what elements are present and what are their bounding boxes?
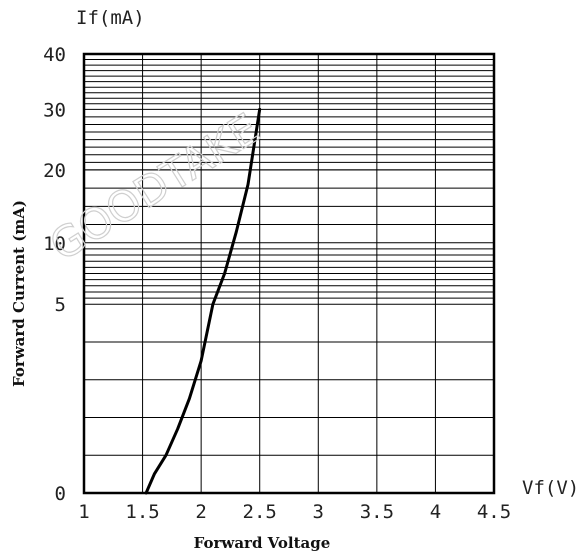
y-tick-label: 5	[55, 294, 66, 316]
plot-frame	[82, 52, 496, 495]
x-tick-label: 3	[313, 501, 324, 523]
y-tick-label: 20	[43, 160, 66, 182]
x-tick-label: 2.5	[243, 501, 277, 523]
x-tick-label: 3.5	[360, 501, 394, 523]
x-axis-title: Forward Voltage	[194, 534, 331, 552]
y-tick-label: 0	[55, 483, 66, 505]
y-tick-label: 30	[43, 99, 66, 121]
y-tick-label: 10	[43, 233, 66, 255]
y-unit-label: If(mA)	[76, 7, 145, 29]
horizontal-gridlines	[84, 59, 494, 456]
x-tick-label: 1.5	[125, 501, 159, 523]
iv-curve-line	[144, 107, 262, 495]
x-unit-label: Vf(V)	[522, 477, 579, 499]
x-tick-label: 2	[195, 501, 206, 523]
y-tick-labels: 0 5 10 20 30 40	[43, 44, 66, 505]
x-tick-label: 4	[430, 501, 441, 523]
series-layer	[144, 107, 262, 495]
y-axis-title: Forward Current (mA)	[10, 200, 28, 387]
x-tick-label: 4.5	[477, 501, 511, 523]
x-tick-labels: 1 1.5 2 2.5 3 3.5 4 4.5	[78, 501, 511, 523]
y-tick-label: 40	[43, 44, 66, 66]
x-tick-label: 1	[78, 501, 89, 523]
